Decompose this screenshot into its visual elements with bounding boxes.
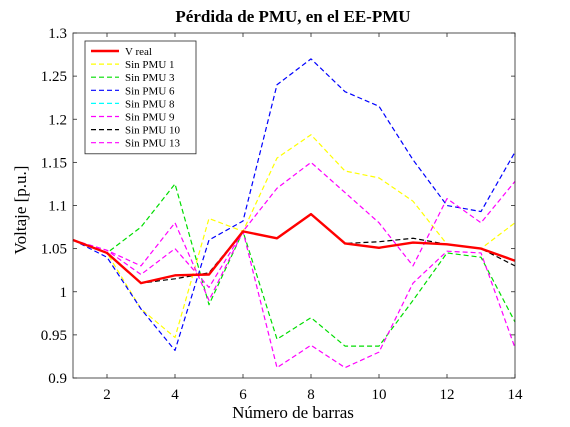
x-tick-label: 8: [307, 387, 315, 403]
series-line-sin-pmu-3: [72, 183, 516, 347]
y-tick-label: 1.25: [41, 69, 67, 85]
y-tick-label: 0.9: [48, 371, 67, 387]
y-tick-label: 1.15: [41, 155, 67, 171]
y-axis-label: Voltaje [p.u.]: [11, 166, 30, 255]
y-tick-label: 1.3: [48, 26, 67, 42]
legend-label: Sin PMU 1: [125, 59, 175, 71]
series-layer: [72, 58, 516, 369]
series-line-sin-pmu-13: [72, 222, 516, 369]
y-tick-label: 1.2: [48, 112, 67, 128]
legend-label: Sin PMU 8: [125, 98, 175, 110]
x-tick-label: 10: [372, 387, 387, 403]
y-tick-label: 0.95: [41, 328, 67, 344]
legend-label: Sin PMU 6: [125, 85, 175, 97]
chart-title: Pérdida de PMU, en el EE-PMU: [175, 7, 410, 26]
legend-label: V real: [125, 46, 152, 58]
series-line-sin-pmu-6: [72, 58, 516, 351]
legend-label: Sin PMU 13: [125, 138, 181, 150]
series-line-v-real: [72, 212, 516, 285]
x-tick-label: 12: [440, 387, 455, 403]
series-line-sin-pmu-9: [72, 161, 516, 289]
legend-label: Sin PMU 9: [125, 112, 175, 124]
legend-label: Sin PMU 3: [125, 72, 175, 84]
y-tick-label: 1.1: [48, 199, 67, 215]
axes-layer: 2 4 6 8 10 12 14 0.9 0.95 1 1.05 1.1 1.15 1.2 1.25 1.3: [41, 26, 523, 403]
legend-label: Sin PMU 10: [125, 125, 181, 137]
x-tick-label: 2: [103, 387, 111, 403]
x-tick-label: 4: [171, 387, 179, 403]
y-tick-label: 1: [60, 285, 68, 301]
x-axis-label: Número de barras: [232, 403, 354, 422]
x-tick-label: 14: [508, 387, 524, 403]
y-tick-label: 1.05: [41, 242, 67, 258]
x-tick-label: 6: [239, 387, 247, 403]
legend-box: [84, 40, 197, 155]
